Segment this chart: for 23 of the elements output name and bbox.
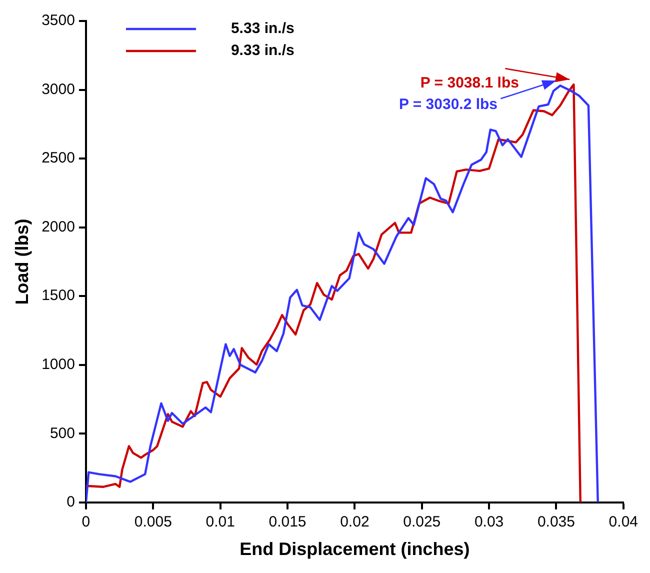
x-tick-label: 0.01 [206, 514, 235, 531]
annotation: P = 3038.1 lbs [420, 74, 519, 92]
legend-label: 5.33 in./s [230, 20, 294, 38]
x-axis-title: End Displacement (inches) [240, 539, 470, 560]
y-axis-title: Load (lbs) [12, 218, 32, 305]
y-tick-label: 2000 [42, 218, 75, 236]
x-tick-label: 0.005 [134, 514, 172, 531]
y-tick-label: 0 [66, 494, 75, 511]
y-tick-label: 2500 [42, 150, 75, 167]
y-tick-label: 3500 [42, 12, 75, 30]
x-tick-label: 0.03 [474, 514, 504, 531]
x-tick-label: 0.035 [537, 514, 575, 531]
y-tick-label: 3000 [42, 80, 75, 98]
x-tick-label: 0 [82, 514, 90, 531]
x-tick-label: 0.02 [340, 514, 370, 531]
y-tick-label: 500 [50, 424, 75, 442]
x-tick-label: 0.015 [268, 514, 306, 531]
x-tick-label: 0.04 [608, 514, 638, 531]
y-tick-label: 1000 [42, 356, 75, 373]
annotation: P = 3030.2 lbs [398, 96, 498, 113]
y-tick-label: 1500 [42, 287, 75, 304]
legend-label: 9.33 in./s [230, 42, 294, 60]
x-tick-label: 0.025 [403, 514, 441, 531]
